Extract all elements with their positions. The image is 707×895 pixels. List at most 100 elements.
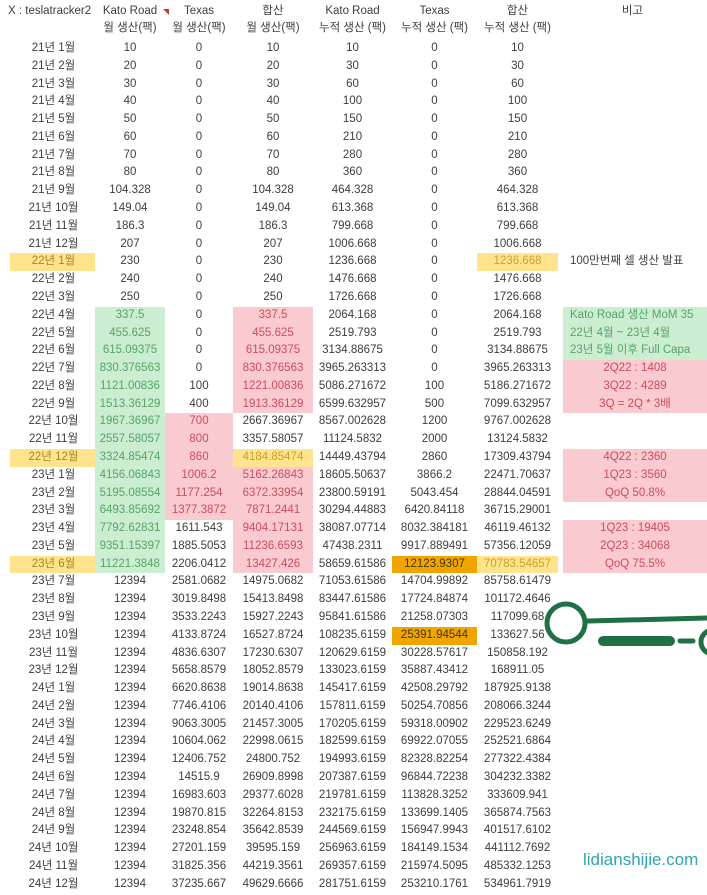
note-cell[interactable] <box>563 805 707 823</box>
note-cell[interactable]: 3Q = 2Q * 3배 <box>563 395 707 414</box>
value-cell[interactable]: 2667.36967 <box>242 415 304 428</box>
value-cell[interactable]: 82328.82254 <box>400 753 469 766</box>
value-cell[interactable]: 0 <box>195 290 203 303</box>
header-total-cumulative[interactable]: 합산 누적 생산 (팩) <box>484 5 551 34</box>
header-kato-monthly[interactable]: Kato Road 월 생산(팩) <box>102 5 158 34</box>
month-cell[interactable]: 23년 7월 <box>31 575 76 588</box>
value-cell[interactable]: 19014.8638 <box>242 682 304 695</box>
note-cell[interactable] <box>563 822 707 840</box>
value-cell[interactable]: 12394 <box>114 611 146 623</box>
value-cell[interactable]: 30 <box>123 77 137 90</box>
value-cell[interactable]: 333609.941 <box>487 788 548 801</box>
value-cell[interactable]: 1476.668 <box>328 273 377 286</box>
value-cell[interactable]: 108235.6159 <box>318 628 387 641</box>
value-cell[interactable]: 12123.9307 <box>392 555 477 574</box>
value-cell[interactable]: 0 <box>195 148 203 161</box>
value-cell[interactable]: 5195.08554 <box>95 484 165 503</box>
value-cell[interactable]: 3134.88675 <box>487 344 548 357</box>
value-cell[interactable]: 21258.07303 <box>400 611 469 623</box>
month-cell[interactable]: 24년 12월 <box>28 877 79 890</box>
value-cell[interactable]: 80 <box>123 166 137 179</box>
value-cell[interactable]: 3866.2 <box>416 468 453 481</box>
value-cell[interactable]: 1377.3872 <box>165 502 233 521</box>
note-cell[interactable]: 1Q23 : 19405 <box>563 520 707 538</box>
note-cell[interactable] <box>563 200 707 218</box>
value-cell[interactable]: 3019.8498 <box>171 593 227 606</box>
header-texas-monthly[interactable]: Texas 월 생산(팩) <box>172 5 226 34</box>
note-cell[interactable] <box>563 182 707 200</box>
value-cell[interactable]: 0 <box>195 344 203 357</box>
value-cell[interactable]: 860 <box>165 448 233 467</box>
value-cell[interactable]: 500 <box>424 397 445 410</box>
value-cell[interactable]: 1236.668 <box>328 255 377 268</box>
value-cell[interactable]: 100 <box>424 379 445 392</box>
value-cell[interactable]: 280 <box>342 148 363 161</box>
value-cell[interactable]: 1121.00836 <box>95 377 165 396</box>
note-cell[interactable] <box>563 40 707 58</box>
value-cell[interactable]: 60 <box>346 77 359 90</box>
value-cell[interactable]: 0 <box>431 273 438 286</box>
value-cell[interactable]: 1913.36129 <box>233 395 313 414</box>
value-cell[interactable]: 17724.84874 <box>400 593 469 606</box>
month-cell[interactable]: 23년 10월 <box>28 628 79 641</box>
note-cell[interactable] <box>563 129 707 147</box>
value-cell[interactable]: 24800.752 <box>245 753 301 766</box>
month-cell[interactable]: 24년 6월 <box>31 771 76 784</box>
month-cell[interactable]: 21년 10월 <box>28 202 79 215</box>
month-cell[interactable]: 22년 10월 <box>28 415 79 428</box>
value-cell[interactable]: 2860 <box>421 450 448 463</box>
value-cell[interactable]: 215974.5095 <box>400 859 469 872</box>
value-cell[interactable]: 277322.4384 <box>483 753 552 766</box>
value-cell[interactable]: 40 <box>123 95 137 108</box>
value-cell[interactable]: 7746.4106 <box>171 699 227 712</box>
value-cell[interactable]: 46119.46132 <box>484 522 551 535</box>
note-cell[interactable]: Kato Road 생산 MoM 35 <box>563 306 707 325</box>
value-cell[interactable]: 5043.454 <box>410 486 459 499</box>
value-cell[interactable]: 0 <box>195 326 203 339</box>
note-cell[interactable] <box>563 680 707 698</box>
value-cell[interactable]: 1006.668 <box>493 237 542 250</box>
header-total-monthly[interactable]: 합산 월 생산(팩) <box>246 5 300 34</box>
value-cell[interactable]: 830.376563 <box>95 360 165 378</box>
value-cell[interactable]: 2064.168 <box>493 308 542 321</box>
value-cell[interactable]: 58659.61586 <box>318 557 387 570</box>
value-cell[interactable]: 7792.62831 <box>95 520 165 538</box>
value-cell[interactable]: 25391.94544 <box>392 626 477 645</box>
value-cell[interactable]: 150 <box>342 113 363 126</box>
value-cell[interactable]: 6599.632957 <box>318 397 387 410</box>
value-cell[interactable]: 69922.07055 <box>400 735 469 748</box>
value-cell[interactable]: 240 <box>120 273 140 286</box>
value-cell[interactable]: 4133.8724 <box>171 628 227 641</box>
value-cell[interactable]: 337.5 <box>233 306 313 325</box>
value-cell[interactable]: 229523.6249 <box>483 717 552 730</box>
value-cell[interactable]: 12394 <box>114 859 146 872</box>
value-cell[interactable]: 1726.668 <box>493 290 542 303</box>
value-cell[interactable]: 0 <box>431 237 438 250</box>
month-cell[interactable]: 22년 1월 <box>0 253 95 272</box>
value-cell[interactable]: 8567.002628 <box>318 415 387 428</box>
value-cell[interactable]: 14704.99892 <box>400 575 469 588</box>
value-cell[interactable]: 12394 <box>114 788 146 801</box>
header-notes[interactable]: 비고 <box>621 5 644 17</box>
value-cell[interactable]: 30228.57617 <box>400 646 469 659</box>
value-cell[interactable]: 1177.254 <box>165 484 233 503</box>
value-cell[interactable]: 2064.168 <box>328 308 377 321</box>
value-cell[interactable]: 60 <box>266 130 280 143</box>
value-cell[interactable]: 60 <box>511 77 524 90</box>
value-cell[interactable]: 12394 <box>114 877 146 890</box>
value-cell[interactable]: 0 <box>195 95 203 108</box>
value-cell[interactable]: 37235.667 <box>171 877 227 890</box>
value-cell[interactable]: 3357.58057 <box>242 433 304 446</box>
value-cell[interactable]: 3965.263313 <box>483 362 552 375</box>
month-cell[interactable]: 22년 9월 <box>31 397 76 410</box>
note-cell[interactable] <box>563 609 707 627</box>
note-cell[interactable] <box>563 93 707 111</box>
value-cell[interactable]: 23248.854 <box>171 824 227 837</box>
note-cell[interactable] <box>563 876 707 894</box>
note-cell[interactable] <box>563 413 707 431</box>
month-cell[interactable]: 24년 11월 <box>28 859 79 872</box>
value-cell[interactable]: 30 <box>511 59 524 72</box>
value-cell[interactable]: 253210.1761 <box>400 877 469 890</box>
month-cell[interactable]: 23년 2월 <box>31 486 76 499</box>
value-cell[interactable]: 20140.4106 <box>242 699 304 712</box>
